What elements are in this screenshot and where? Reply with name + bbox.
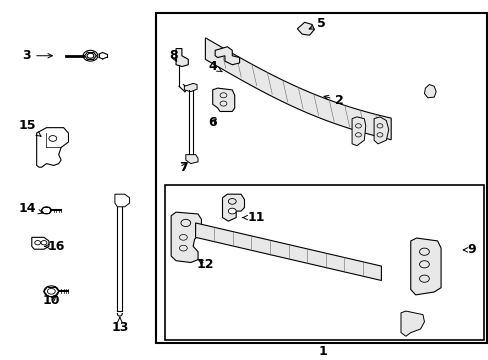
- Text: 5: 5: [308, 17, 325, 30]
- Text: 1: 1: [318, 345, 326, 358]
- Polygon shape: [195, 223, 381, 280]
- Text: 12: 12: [196, 258, 214, 271]
- Polygon shape: [212, 88, 234, 112]
- Polygon shape: [171, 212, 201, 262]
- Text: 7: 7: [179, 161, 187, 174]
- Text: 8: 8: [169, 49, 178, 62]
- Text: 6: 6: [208, 116, 217, 129]
- Polygon shape: [37, 128, 68, 167]
- Text: 9: 9: [462, 243, 475, 256]
- Text: 11: 11: [242, 211, 265, 224]
- Polygon shape: [176, 49, 188, 67]
- Polygon shape: [297, 22, 314, 35]
- Text: 13: 13: [111, 318, 128, 334]
- Text: 16: 16: [44, 240, 65, 253]
- Bar: [165, 185, 483, 340]
- Polygon shape: [205, 38, 390, 140]
- Text: 14: 14: [18, 202, 42, 215]
- Polygon shape: [184, 84, 197, 92]
- Polygon shape: [424, 85, 435, 98]
- Polygon shape: [373, 117, 388, 144]
- Polygon shape: [351, 117, 365, 146]
- Polygon shape: [185, 155, 198, 163]
- Polygon shape: [115, 194, 129, 207]
- Text: 3: 3: [22, 49, 52, 62]
- Polygon shape: [222, 194, 244, 221]
- Text: 15: 15: [18, 120, 41, 136]
- Polygon shape: [32, 237, 49, 249]
- Polygon shape: [400, 311, 424, 336]
- Polygon shape: [215, 47, 239, 65]
- Text: 10: 10: [42, 294, 60, 307]
- Polygon shape: [410, 238, 440, 295]
- Circle shape: [228, 208, 236, 214]
- Text: 2: 2: [324, 94, 344, 107]
- Text: 4: 4: [208, 60, 222, 73]
- Bar: [155, 13, 486, 343]
